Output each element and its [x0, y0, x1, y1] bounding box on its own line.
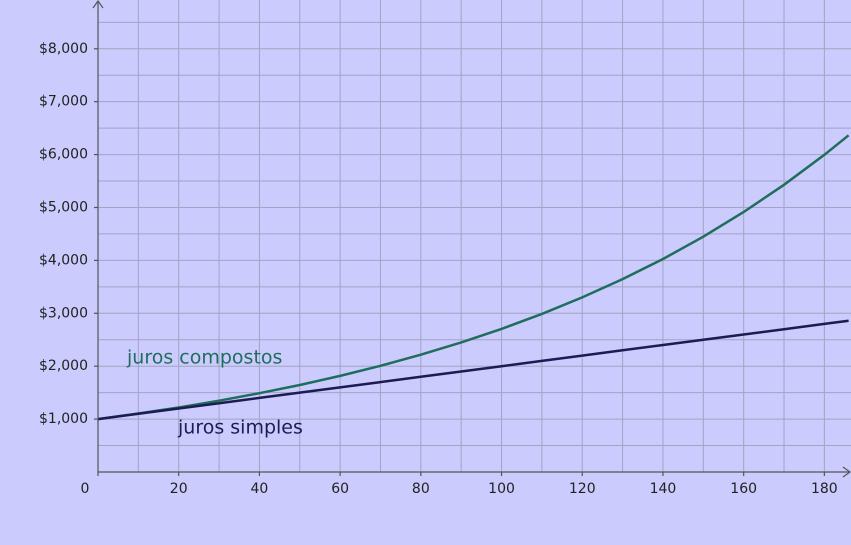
y-tick-label: $6,000: [39, 147, 88, 163]
y-tick-label: $8,000: [39, 41, 88, 57]
x-tick-label: 40: [251, 481, 269, 497]
x-tick-label: 140: [650, 481, 677, 497]
series-line: [97, 319, 849, 421]
grid: [98, 0, 851, 472]
y-tick-label: $3,000: [39, 305, 88, 321]
plot: [97, 134, 850, 421]
series-label: juros simples: [177, 417, 303, 439]
x-tick-label: 120: [569, 481, 596, 497]
series-label: juros compostos: [126, 347, 282, 369]
y-tick-label: $7,000: [39, 94, 88, 110]
x-tick-label: 20: [170, 481, 188, 497]
y-tick-label: $1,000: [39, 411, 88, 427]
y-tick-label: $2,000: [39, 358, 88, 374]
y-axis-arrow: [92, 0, 104, 9]
x-tick-label: 0: [81, 481, 90, 497]
x-tick-label: 180: [811, 481, 838, 497]
x-tick-label: 100: [488, 481, 515, 497]
series-line: [97, 134, 850, 421]
x-tick-label: 80: [412, 481, 430, 497]
y-tick-label: $5,000: [39, 199, 88, 215]
y-tick-label: $4,000: [39, 252, 88, 268]
x-tick-label: 160: [730, 481, 757, 497]
x-tick-label: 60: [331, 481, 349, 497]
x-axis-arrow: [842, 466, 851, 478]
